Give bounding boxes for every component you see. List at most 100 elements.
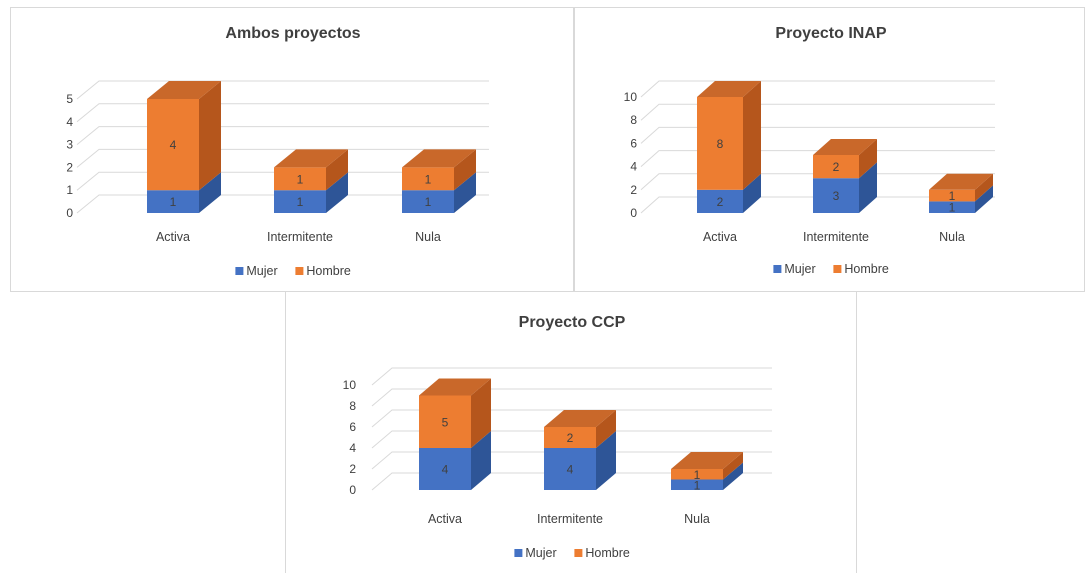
y-tick-label: 2 [66, 160, 73, 174]
x-category-label: Nula [415, 230, 441, 244]
gridline [371, 451, 772, 470]
bar-side [199, 172, 221, 213]
bar-activa-hombre [147, 81, 221, 191]
chart-title: Ambos proyectos [225, 25, 360, 42]
legend-label-mujer: Mujer [525, 546, 556, 560]
legend-label-hombre: Hombre [306, 264, 351, 278]
bar-nula-mujer [671, 462, 743, 490]
data-label: 3 [833, 189, 840, 203]
bar-front [813, 155, 859, 179]
bar-side [743, 173, 761, 213]
gridline [76, 103, 489, 123]
data-label: 4 [170, 138, 177, 152]
bar-nula-hombre [671, 452, 743, 480]
y-tick-label: 10 [624, 90, 638, 104]
bar-front [402, 190, 454, 213]
x-category-label: Intermitente [803, 230, 869, 244]
x-category-label: Activa [703, 230, 737, 244]
bar-side [723, 462, 743, 490]
bar-intermitente-mujer [274, 172, 348, 213]
data-label: 4 [442, 463, 449, 477]
data-label: 1 [949, 189, 956, 203]
x-category-label: Activa [428, 512, 462, 526]
chart-panel-ambos-proyectos: Ambos proyectos 0 1 2 3 4 5 1 4 Activa 1 1 Intermite… [10, 7, 574, 292]
bar-side [326, 172, 348, 213]
bar-side [859, 162, 877, 213]
y-tick-label: 8 [630, 113, 637, 127]
bar-front [813, 178, 859, 213]
legend-swatch-mujer [773, 265, 782, 273]
bar-side [743, 81, 761, 190]
gridline [371, 388, 772, 407]
x-category-label: Intermitente [537, 512, 603, 526]
chart-title: Proyecto INAP [775, 25, 886, 42]
bar-side [454, 172, 476, 213]
data-label: 2 [567, 431, 574, 445]
legend: Mujer Hombre [514, 546, 630, 560]
bar-top [929, 173, 993, 190]
gridline [76, 148, 489, 168]
bar-front [671, 469, 723, 480]
bar-nula-hombre [929, 173, 993, 202]
legend-swatch-hombre [833, 265, 842, 273]
gridline [76, 171, 489, 191]
bar-front [147, 99, 199, 191]
gridline [371, 430, 772, 449]
legend-label-mujer: Mujer [784, 262, 815, 276]
y-tick-label: 1 [66, 183, 73, 197]
y-tick-label: 5 [66, 92, 73, 106]
chart-proyecto-inap: Proyecto INAP 0 2 4 6 8 10 2 8 Activa 3 2 Intermiten… [624, 25, 995, 276]
bar-intermitente-hombre [274, 149, 348, 191]
bar-front [419, 395, 471, 448]
bar-side [723, 452, 743, 480]
x-category-label: Nula [684, 512, 710, 526]
bar-side [471, 431, 491, 490]
bar-front [419, 448, 471, 490]
bar-side [454, 149, 476, 191]
bar-nula-hombre [402, 149, 476, 191]
data-label: 1 [425, 195, 432, 209]
gridline [640, 103, 995, 121]
bar-top [274, 149, 348, 168]
gridline [640, 150, 995, 167]
bar-side [975, 185, 993, 213]
bar-front [274, 167, 326, 191]
legend-label-mujer: Mujer [246, 264, 277, 278]
bar-top [544, 410, 616, 427]
data-label: 1 [297, 195, 304, 209]
bar-front [544, 427, 596, 448]
y-tick-label: 3 [66, 138, 73, 152]
legend-swatch-mujer [235, 267, 244, 275]
bar-intermitente-mujer [813, 162, 877, 213]
chart-ambos-proyectos: Ambos proyectos 0 1 2 3 4 5 1 4 Activa 1 1 Intermite… [66, 25, 489, 278]
bar-side [471, 378, 491, 448]
data-label: 5 [442, 415, 449, 429]
legend-swatch-hombre [574, 549, 583, 557]
bar-activa-mujer [419, 431, 491, 490]
data-label: 1 [297, 172, 304, 186]
bar-nula-mujer [402, 172, 476, 213]
y-tick-label: 4 [349, 441, 356, 455]
bar-side [859, 139, 877, 179]
bar-nula-mujer [929, 185, 993, 213]
gridline [640, 80, 995, 98]
gridline [371, 472, 772, 491]
chart-panel-proyecto-inap: Proyecto INAP 0 2 4 6 8 10 2 8 Activa 3 2 Intermiten… [574, 7, 1085, 292]
bar-activa-hombre [697, 81, 761, 190]
bar-side [596, 410, 616, 448]
bar-top [697, 81, 761, 97]
x-category-label: Nula [939, 230, 965, 244]
y-tick-label: 0 [630, 206, 637, 220]
chart-proyecto-ccp: Proyecto CCP 0 2 4 6 8 10 4 5 Activa 4 2 Intermitent… [343, 314, 772, 560]
bar-intermitente-hombre [544, 410, 616, 448]
legend: Mujer Hombre [235, 264, 351, 278]
bar-front [697, 189, 743, 213]
gridline [371, 367, 772, 386]
data-label: 1 [694, 478, 701, 492]
gridline [76, 80, 489, 100]
legend-label-hombre: Hombre [585, 546, 630, 560]
data-label: 4 [567, 463, 574, 477]
gridline [76, 194, 489, 214]
legend-label-hombre: Hombre [844, 262, 889, 276]
data-label: 2 [717, 195, 724, 209]
